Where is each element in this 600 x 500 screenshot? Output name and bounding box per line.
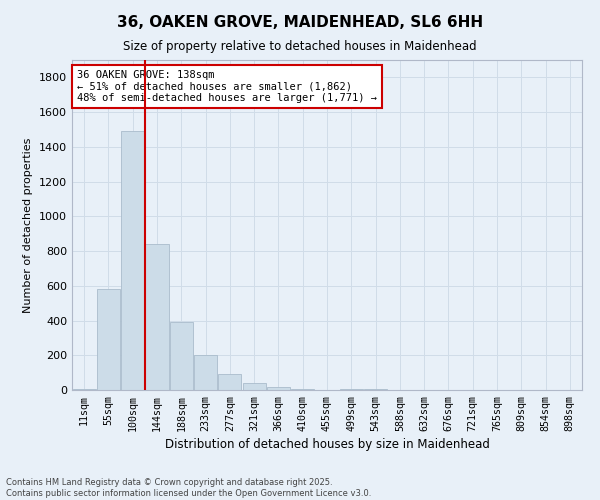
Text: 36, OAKEN GROVE, MAIDENHEAD, SL6 6HH: 36, OAKEN GROVE, MAIDENHEAD, SL6 6HH: [117, 15, 483, 30]
Bar: [340, 389, 363, 390]
Bar: [170, 322, 193, 390]
Text: Contains HM Land Registry data © Crown copyright and database right 2025.
Contai: Contains HM Land Registry data © Crown c…: [6, 478, 371, 498]
Bar: [145, 244, 169, 390]
Text: Size of property relative to detached houses in Maidenhead: Size of property relative to detached ho…: [123, 40, 477, 53]
Bar: [267, 386, 290, 390]
Bar: [97, 290, 120, 390]
Bar: [121, 131, 144, 390]
Bar: [218, 374, 241, 390]
Y-axis label: Number of detached properties: Number of detached properties: [23, 138, 34, 312]
Bar: [194, 356, 217, 390]
Text: 36 OAKEN GROVE: 138sqm
← 51% of detached houses are smaller (1,862)
48% of semi-: 36 OAKEN GROVE: 138sqm ← 51% of detached…: [77, 70, 377, 103]
Bar: [242, 383, 266, 390]
X-axis label: Distribution of detached houses by size in Maidenhead: Distribution of detached houses by size …: [164, 438, 490, 451]
Bar: [291, 388, 314, 390]
Bar: [73, 389, 95, 390]
